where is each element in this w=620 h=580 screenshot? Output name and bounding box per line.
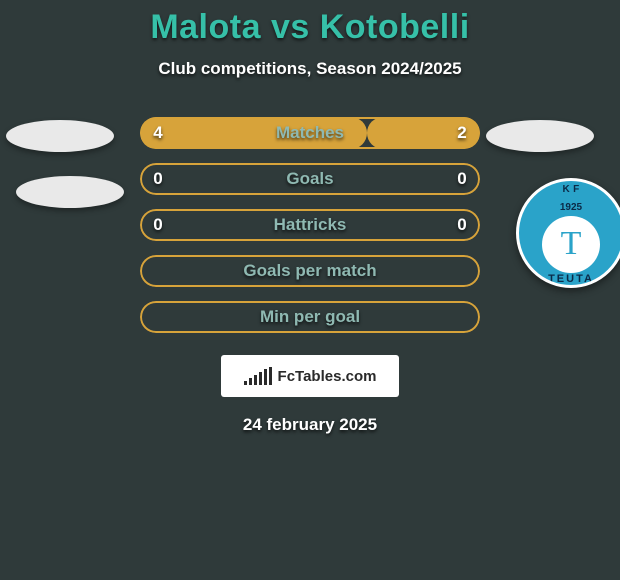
stat-label: Goals per match — [176, 261, 444, 281]
stat-row-goals-per-match: Goals per match — [140, 255, 480, 287]
brand-bar — [269, 367, 272, 385]
subtitle: Club competitions, Season 2024/2025 — [0, 59, 620, 79]
stat-row-matches: 4Matches2 — [140, 117, 480, 149]
stat-value-left: 0 — [140, 169, 176, 189]
page-title: Malota vs Kotobelli — [0, 8, 620, 47]
stat-value-right: 0 — [444, 215, 480, 235]
brand-bar — [244, 381, 247, 385]
brand-bars-icon — [244, 367, 272, 385]
date-text: 24 february 2025 — [0, 415, 620, 435]
stat-label: Matches — [176, 123, 444, 143]
stat-row-hattricks: 0Hattricks0 — [140, 209, 480, 241]
stat-value-left: 0 — [140, 215, 176, 235]
stat-label: Goals — [176, 169, 444, 189]
stats-container: 4Matches20Goals00Hattricks0Goals per mat… — [140, 117, 480, 333]
stat-value-left: 4 — [140, 123, 176, 143]
brand-box: FcTables.com — [221, 355, 399, 397]
brand-bar — [259, 372, 262, 385]
brand-bar — [249, 378, 252, 385]
brand-bar — [264, 369, 267, 385]
stat-label: Hattricks — [176, 215, 444, 235]
brand-text: FcTables.com — [278, 368, 377, 385]
stat-value-right: 2 — [444, 123, 480, 143]
stat-label: Min per goal — [176, 307, 444, 327]
stat-row-goals: 0Goals0 — [140, 163, 480, 195]
stat-value-right: 0 — [444, 169, 480, 189]
main-content: Malota vs Kotobelli Club competitions, S… — [0, 0, 620, 435]
brand-bar — [254, 375, 257, 385]
stat-row-min-per-goal: Min per goal — [140, 301, 480, 333]
